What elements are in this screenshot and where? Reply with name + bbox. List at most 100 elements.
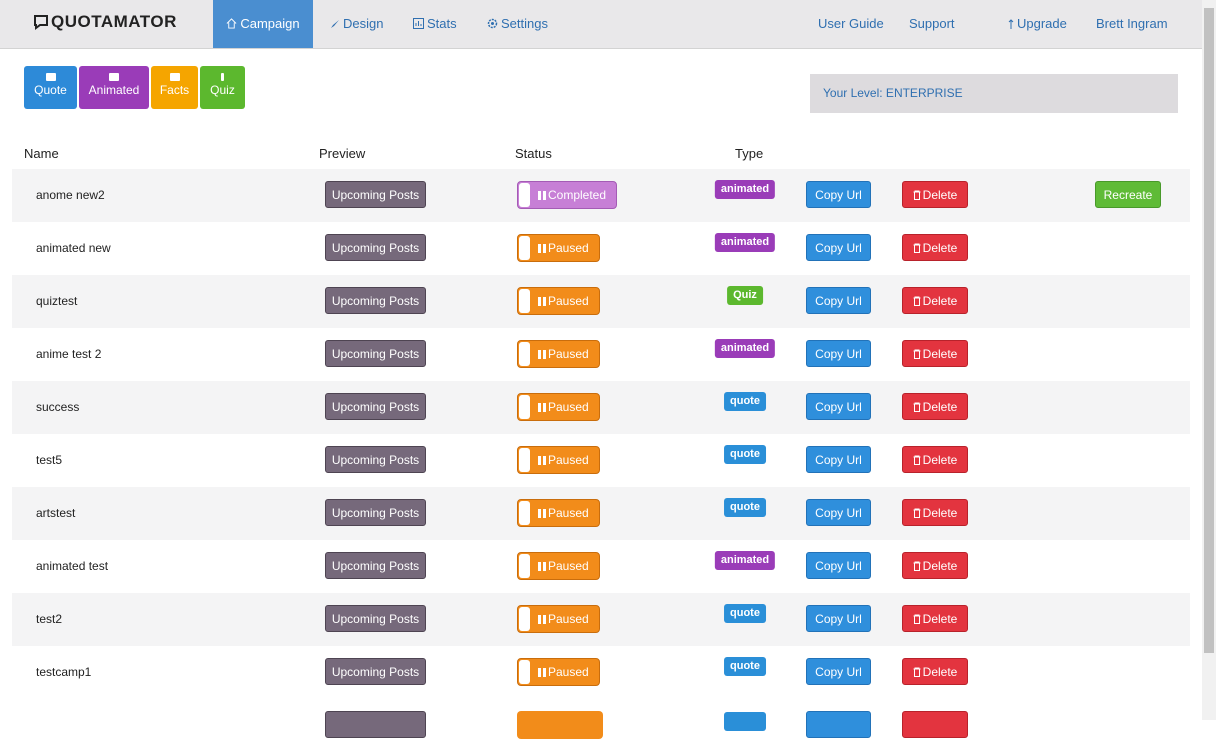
delete-button[interactable]: Delete — [902, 605, 968, 632]
delete-label: Delete — [922, 506, 958, 520]
nav-label: Upgrade — [1017, 16, 1067, 31]
preview-button[interactable] — [325, 711, 426, 738]
copy-button[interactable]: Copy Url — [806, 446, 871, 473]
preview-button[interactable]: Upcoming Posts — [325, 340, 426, 367]
status-label: Paused — [548, 400, 589, 414]
status-toggle[interactable]: Paused — [517, 605, 600, 633]
delete-button[interactable]: Delete — [902, 552, 968, 579]
campaign-name: testcamp1 — [36, 665, 92, 679]
trash-icon — [913, 455, 921, 465]
copy-button[interactable]: Copy Url — [806, 393, 871, 420]
header-status: Status — [515, 146, 552, 161]
status-toggle[interactable]: Paused — [517, 340, 600, 368]
copy-button[interactable]: Copy Url — [806, 181, 871, 208]
campaign-name: success — [36, 400, 80, 414]
button-label: Facts — [159, 83, 190, 97]
table-row: artstest Upcoming Posts Paused quote Copy Ur… — [12, 487, 1190, 540]
pause-icon — [543, 562, 546, 571]
delete-button[interactable]: Delete — [902, 287, 968, 314]
status-toggle[interactable]: Paused — [517, 393, 600, 421]
create-animated[interactable]: Animated — [79, 66, 149, 109]
create-quiz[interactable]: Quiz — [200, 66, 245, 109]
status-toggle[interactable] — [517, 711, 603, 739]
toggle-knob — [519, 342, 530, 366]
status-toggle[interactable]: Paused — [517, 552, 600, 580]
nav-campaign[interactable]: Campaign — [213, 0, 313, 48]
copy-button[interactable]: Copy Url — [806, 234, 871, 261]
campaign-name: anome new2 — [36, 188, 105, 202]
nav-user-guide[interactable]: User Guide — [818, 16, 884, 31]
pause-icon — [543, 615, 546, 624]
delete-label: Delete — [922, 188, 958, 202]
campaign-name: quiztest — [36, 294, 78, 308]
preview-button[interactable]: Upcoming Posts — [325, 605, 426, 632]
table-row: quiztest Upcoming Posts Paused Quiz Copy Url… — [12, 275, 1190, 328]
preview-button[interactable]: Upcoming Posts — [325, 499, 426, 526]
type-badge: quote — [724, 392, 766, 411]
logo-text: QUOTAMATOR — [51, 12, 177, 31]
preview-button[interactable]: Upcoming Posts — [325, 393, 426, 420]
header-type: Type — [735, 146, 764, 161]
delete-button[interactable]: Delete — [902, 446, 968, 473]
nav-settings[interactable]: Settings — [487, 0, 548, 48]
trash-icon — [913, 190, 921, 200]
delete-label: Delete — [922, 400, 958, 414]
campaign-name: animated test — [36, 559, 109, 573]
copy-button[interactable] — [806, 711, 871, 738]
pause-icon — [538, 403, 541, 412]
preview-button[interactable]: Upcoming Posts — [325, 234, 426, 261]
status-toggle[interactable]: Paused — [517, 446, 600, 474]
nav-design[interactable]: Design — [330, 0, 383, 48]
trash-icon — [913, 402, 921, 412]
nav-user[interactable]: Brett Ingram — [1096, 16, 1168, 31]
create-quote[interactable]: Quote — [24, 66, 77, 109]
create-facts[interactable]: Facts — [151, 66, 198, 109]
type-badge: Quiz — [727, 286, 763, 305]
table-row: test5 Upcoming Posts Paused quote Copy Url De… — [12, 434, 1190, 487]
preview-button[interactable]: Upcoming Posts — [325, 287, 426, 314]
trash-icon — [913, 349, 921, 359]
status-toggle[interactable]: Paused — [517, 499, 600, 527]
table-row: animated new Upcoming Posts Paused animated… — [12, 222, 1190, 275]
copy-button[interactable]: Copy Url — [806, 499, 871, 526]
toggle-knob — [519, 183, 530, 207]
nav-stats[interactable]: Stats — [413, 0, 457, 48]
pause-icon — [543, 297, 546, 306]
copy-button[interactable]: Copy Url — [806, 287, 871, 314]
preview-button[interactable]: Upcoming Posts — [325, 552, 426, 579]
copy-button[interactable]: Copy Url — [806, 658, 871, 685]
nav-support[interactable]: Support — [909, 16, 955, 31]
delete-button[interactable]: Delete — [902, 234, 968, 261]
scrollbar-thumb[interactable] — [1204, 8, 1214, 653]
type-badge — [724, 712, 766, 731]
delete-button[interactable] — [902, 711, 968, 738]
delete-button[interactable]: Delete — [902, 658, 968, 685]
trash-icon — [913, 296, 921, 306]
table-row: anome new2 Upcoming Posts Completed animate… — [12, 169, 1190, 222]
status-toggle[interactable]: Paused — [517, 658, 600, 686]
delete-button[interactable]: Delete — [902, 499, 968, 526]
preview-button[interactable]: Upcoming Posts — [325, 446, 426, 473]
copy-button[interactable]: Copy Url — [806, 340, 871, 367]
status-toggle[interactable]: Completed — [517, 181, 618, 209]
table-row: success Upcoming Posts Paused quote Copy Url… — [12, 381, 1190, 434]
nav-upgrade[interactable]: Upgrade — [1008, 0, 1067, 48]
copy-button[interactable]: Copy Url — [806, 552, 871, 579]
recreate-button[interactable]: Recreate — [1095, 181, 1161, 208]
delete-label: Delete — [922, 559, 958, 573]
preview-button[interactable]: Upcoming Posts — [325, 181, 426, 208]
copy-button[interactable]: Copy Url — [806, 605, 871, 632]
logo[interactable]: QUOTAMATOR — [33, 12, 177, 32]
status-toggle[interactable]: Paused — [517, 287, 600, 315]
status-toggle[interactable]: Paused — [517, 234, 600, 262]
trash-icon — [913, 667, 921, 677]
pause-icon — [538, 297, 541, 306]
type-badge: animated — [714, 233, 776, 252]
delete-button[interactable]: Delete — [902, 181, 968, 208]
delete-button[interactable]: Delete — [902, 340, 968, 367]
delete-button[interactable]: Delete — [902, 393, 968, 420]
preview-button[interactable]: Upcoming Posts — [325, 658, 426, 685]
type-badge: animated — [714, 551, 776, 570]
pause-icon — [538, 244, 541, 253]
